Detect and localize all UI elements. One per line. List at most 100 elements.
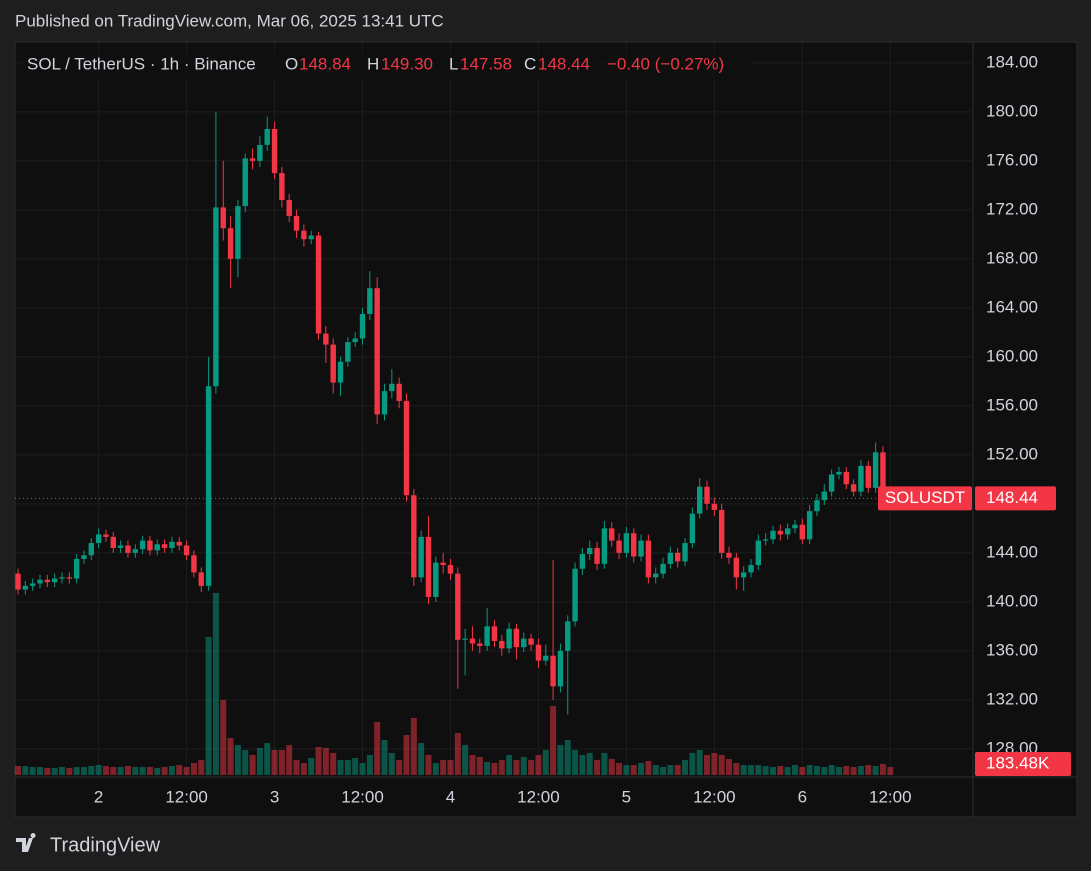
candle-body	[645, 540, 652, 578]
candle-body	[447, 565, 454, 574]
volume-bar	[352, 758, 359, 775]
volume-bar	[388, 753, 395, 775]
open-letter: O	[285, 54, 298, 73]
candle-body	[176, 541, 182, 546]
x-tick-label: 5	[622, 787, 631, 806]
volume-bar	[462, 745, 469, 775]
volume-bar	[755, 765, 762, 775]
close-letter: C	[524, 54, 536, 73]
volume-bar	[418, 743, 425, 775]
candle-body	[15, 573, 21, 590]
volume-bar	[850, 767, 857, 775]
volume-bar	[799, 767, 806, 775]
volume-bar	[286, 745, 293, 775]
volume-bar	[440, 760, 447, 775]
x-tick-label: 2	[94, 787, 103, 806]
candle-body	[601, 528, 608, 564]
volume-bar	[249, 755, 256, 775]
candle-body	[396, 383, 402, 401]
volume-bar	[638, 763, 645, 775]
volume-bar	[616, 763, 623, 775]
volume-bar	[58, 767, 65, 775]
candle-body	[689, 513, 696, 544]
volume-bar	[806, 765, 813, 775]
candle-body	[462, 638, 468, 640]
volume-bar	[29, 767, 36, 775]
volume-bar	[821, 767, 828, 775]
candle-body	[572, 568, 578, 622]
volume-bar	[139, 767, 146, 775]
volume-bar	[623, 765, 630, 775]
volume-bar	[256, 748, 263, 775]
brand: TradingView	[50, 834, 161, 856]
volume-bar	[645, 761, 652, 775]
legend: SOL / TetherUS · 1h · Binance O 148.84 H…	[22, 50, 752, 80]
candle-body	[557, 650, 564, 687]
candle-body	[198, 572, 204, 586]
volume-bar	[124, 766, 131, 775]
volume-bar	[330, 753, 337, 775]
candle-body	[755, 540, 762, 566]
x-tick-label: 6	[798, 787, 807, 806]
candle-body	[389, 383, 395, 392]
volume-bar	[733, 763, 740, 775]
volume-bar	[791, 765, 798, 775]
volume-bar	[110, 767, 117, 775]
candle-body	[95, 534, 102, 544]
close-value: 148.44	[538, 54, 590, 73]
volume-bar	[44, 768, 51, 775]
volume-bar	[396, 760, 403, 775]
y-tick-label: 160.00	[986, 346, 1038, 365]
volume-bar	[564, 740, 571, 775]
candle-body	[279, 173, 285, 201]
candle-body	[799, 524, 806, 540]
volume-bar	[689, 753, 696, 775]
candle-body	[169, 541, 175, 548]
candle-body	[22, 585, 29, 590]
candle-body	[455, 573, 461, 640]
y-tick-label: 132.00	[986, 689, 1038, 708]
volume-bar	[608, 759, 615, 775]
volume-bar	[476, 757, 483, 775]
candle-body	[73, 558, 80, 579]
x-tick-label: 3	[270, 787, 279, 806]
y-tick-label: 144.00	[986, 542, 1038, 561]
volume-bar	[682, 760, 689, 775]
candle-body	[117, 545, 124, 548]
candle-body	[858, 465, 864, 492]
candle-body	[323, 333, 329, 345]
volume-bar	[667, 765, 674, 775]
y-tick-label: 136.00	[986, 640, 1038, 659]
candle-body	[477, 643, 483, 646]
y-tick-label: 152.00	[986, 444, 1038, 463]
plot	[15, 111, 973, 775]
candle-body	[301, 230, 307, 240]
candle-body	[411, 495, 417, 578]
candle-body	[660, 563, 666, 574]
candle-body	[513, 628, 520, 648]
candle-body	[675, 552, 681, 562]
candle-body	[609, 528, 615, 541]
volume-bar	[835, 767, 842, 775]
volume-bar	[454, 733, 461, 775]
volume-bar	[190, 763, 197, 775]
volume-bar	[513, 760, 520, 775]
x-tick-label: 12:00	[869, 787, 912, 806]
high-value: 149.30	[381, 54, 433, 73]
candle-body	[132, 549, 138, 553]
volume-bar	[403, 735, 410, 775]
candle-body	[770, 530, 776, 540]
candle-body	[37, 579, 43, 584]
candle-body	[696, 486, 703, 514]
volume-bar	[887, 767, 894, 775]
volume-bar	[212, 593, 219, 775]
candle-body	[506, 628, 512, 649]
candle-body	[235, 206, 241, 259]
candle-body	[865, 465, 871, 488]
candle-body	[484, 626, 490, 646]
candle-body	[740, 572, 747, 578]
candle-body	[213, 207, 219, 387]
price-tag-bg	[975, 486, 1056, 511]
candle-body	[44, 579, 51, 583]
volume-bar	[300, 763, 307, 775]
